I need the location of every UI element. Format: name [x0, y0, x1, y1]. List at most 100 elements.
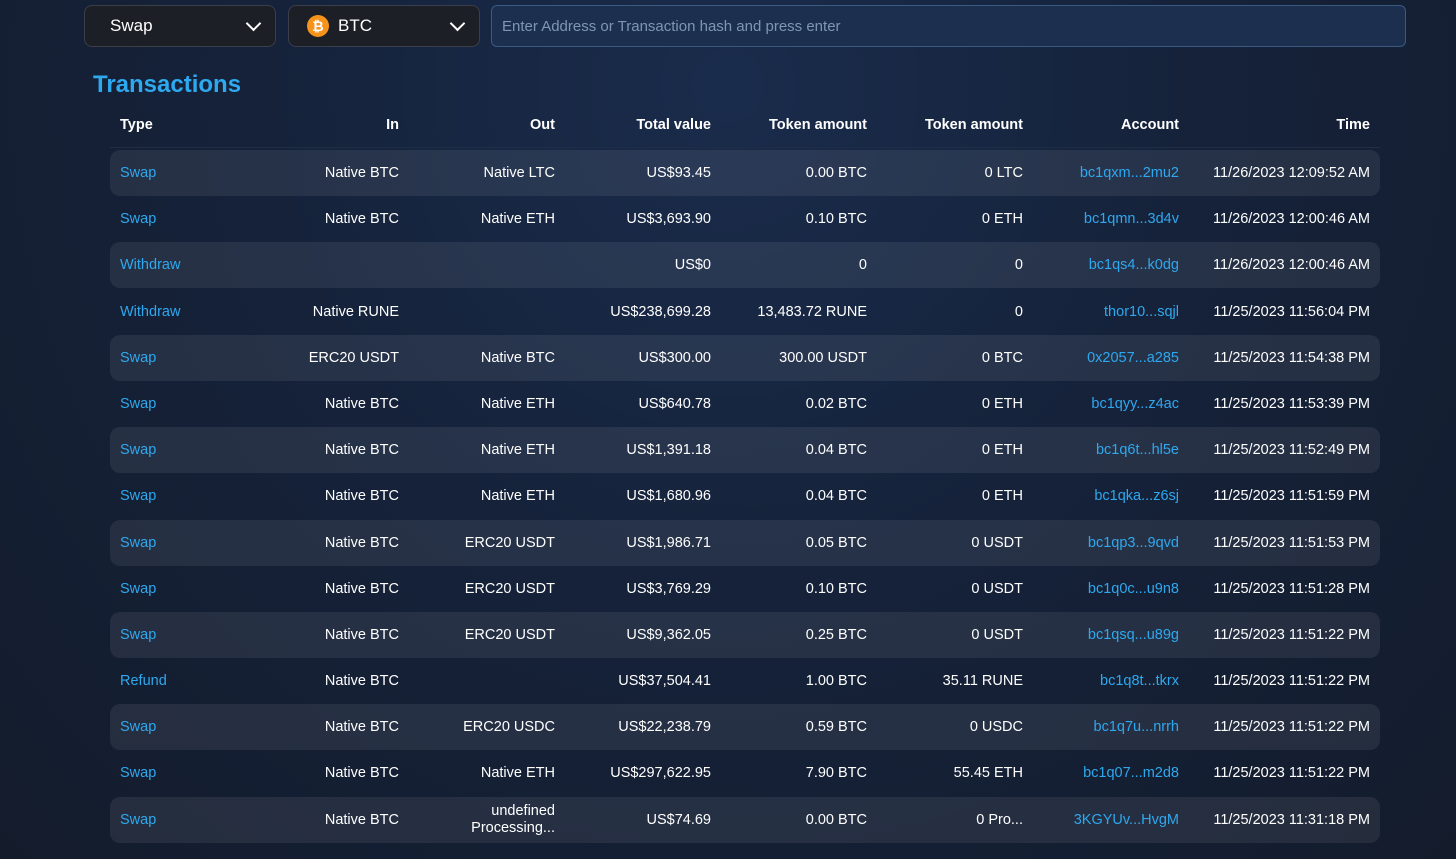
cell-total-value: US$1,680.96: [626, 488, 711, 505]
table-row: Withdraw Native RUNE US$238,699.28 13,483.7…: [110, 289, 1380, 335]
account-link[interactable]: bc1q8t...tkrx: [1100, 673, 1179, 690]
tx-type-link[interactable]: Swap: [120, 580, 157, 597]
account-link[interactable]: 3KGYUv...HvgM: [1073, 811, 1179, 828]
table-header: Type In Out Total value Token amount Tok…: [110, 103, 1380, 148]
cell-token-amount-out: 0 ETH: [981, 395, 1023, 412]
table-row: Swap Native BTC ERC20 USDC US$22,238.79 0.59…: [110, 704, 1380, 751]
cell-total-value: US$22,238.79: [618, 719, 711, 736]
cell-token-amount-in: 13,483.72 RUNE: [757, 303, 867, 320]
account-link[interactable]: bc1qka...z6sj: [1094, 488, 1179, 505]
search-input[interactable]: [491, 5, 1406, 47]
cell-in: Native BTC: [324, 626, 399, 643]
account-link[interactable]: bc1q07...m2d8: [1083, 765, 1179, 782]
tx-type-link[interactable]: Swap: [120, 765, 157, 782]
cell-out: Native ETH: [480, 211, 555, 228]
cell-in: Native BTC: [324, 395, 399, 412]
cell-in: Native BTC: [324, 811, 399, 828]
cell-total-value: US$3,693.90: [626, 211, 711, 228]
tx-type-link[interactable]: Swap: [120, 488, 157, 505]
tx-type-link[interactable]: Swap: [120, 211, 157, 228]
cell-total-value: US$1,986.71: [626, 534, 711, 551]
cell-token-amount-out: 0 BTC: [981, 349, 1023, 366]
header-account: Account: [1121, 117, 1179, 133]
bitcoin-icon: ₿: [307, 15, 329, 37]
account-link[interactable]: bc1qsq...u89g: [1087, 626, 1179, 643]
cell-token-amount-in: 300.00 USDT: [779, 349, 867, 366]
cell-total-value: US$9,362.05: [626, 626, 711, 643]
table-row: Swap Native BTC Native LTC US$93.45 0.00 BTC…: [110, 150, 1380, 196]
account-link[interactable]: bc1qs4...k0dg: [1088, 257, 1179, 274]
table-row: Swap Native BTC ERC20 USDT US$9,362.05 0.25 …: [110, 611, 1380, 658]
cell-token-amount-in: 0.02 BTC: [805, 395, 867, 412]
account-link[interactable]: bc1qp3...9qvd: [1087, 534, 1179, 551]
cell-time: 11/26/2023 12:00:46 AM: [1213, 257, 1370, 274]
tx-type-link[interactable]: Swap: [120, 626, 157, 643]
account-link[interactable]: bc1qyy...z4ac: [1091, 395, 1179, 412]
cell-total-value: US$640.78: [638, 395, 711, 412]
cell-token-amount-in: 0.05 BTC: [805, 534, 867, 551]
tx-type-link[interactable]: Swap: [120, 534, 157, 551]
account-link[interactable]: bc1q0c...u9n8: [1087, 580, 1179, 597]
cell-time: 11/25/2023 11:56:04 PM: [1213, 303, 1370, 320]
cell-token-amount-out: 55.45 ETH: [953, 765, 1023, 782]
table-row: Swap Native BTC Native ETH US$640.78 0.02 BT…: [110, 381, 1380, 427]
cell-token-amount-in: 0.10 BTC: [805, 580, 867, 597]
header-time: Time: [1336, 117, 1370, 133]
tx-type-link[interactable]: Swap: [120, 719, 157, 736]
table-row: Withdraw US$0 0 0 bc1qs4...k0dg 11/26/2023 12…: [110, 242, 1380, 289]
account-link[interactable]: 0x2057...a285: [1087, 349, 1179, 366]
cell-token-amount-out: 0 ETH: [981, 211, 1023, 228]
tx-type-link[interactable]: Swap: [120, 349, 157, 366]
account-link[interactable]: bc1q6t...hl5e: [1095, 442, 1179, 459]
cell-in: Native RUNE: [312, 303, 399, 320]
cell-token-amount-out: 0 USDT: [971, 626, 1023, 643]
cell-token-amount-in: 0.25 BTC: [805, 626, 867, 643]
cell-in: Native BTC: [324, 488, 399, 505]
cell-out: Native ETH: [480, 488, 555, 505]
cell-out: Native LTC: [483, 165, 555, 181]
cell-time: 11/25/2023 11:51:22 PM: [1213, 626, 1370, 643]
header-in: In: [386, 117, 399, 133]
cell-token-amount-in: 0.00 BTC: [805, 811, 867, 828]
account-link[interactable]: bc1q7u...nrrh: [1093, 719, 1179, 736]
cell-total-value: US$300.00: [638, 349, 711, 366]
cell-token-amount-in: 0.04 BTC: [805, 442, 867, 459]
table-row: Swap Native BTC undefined Processing... US$…: [110, 796, 1380, 843]
cell-in: Native BTC: [324, 673, 399, 690]
tx-type-link[interactable]: Withdraw: [120, 303, 181, 320]
cell-total-value: US$297,622.95: [610, 765, 711, 782]
tx-type-link[interactable]: Swap: [120, 442, 157, 459]
cell-time: 11/25/2023 11:51:22 PM: [1213, 719, 1370, 736]
asset-select[interactable]: ₿ BTC: [288, 5, 480, 47]
tx-type-link[interactable]: Withdraw: [120, 257, 181, 274]
cell-total-value: US$238,699.28: [610, 303, 711, 320]
cell-token-amount-out: 0 ETH: [981, 488, 1023, 505]
cell-in: ERC20 USDT: [308, 349, 399, 366]
cell-token-amount-out: 0 ETH: [981, 442, 1023, 459]
header-total-value: Total value: [636, 117, 711, 133]
cell-out: ERC20 USDT: [464, 626, 555, 643]
tx-type-link[interactable]: Swap: [120, 811, 157, 828]
cell-time: 11/25/2023 11:53:39 PM: [1213, 395, 1370, 412]
account-link[interactable]: bc1qmn...3d4v: [1083, 211, 1179, 228]
cell-out: Native ETH: [480, 765, 555, 782]
cell-in: Native BTC: [324, 534, 399, 551]
cell-out: undefined Processing...: [471, 802, 555, 836]
transactions-table: Type In Out Total value Token amount Tok…: [110, 103, 1380, 843]
tx-type-link[interactable]: Refund: [120, 673, 167, 690]
tx-type-link[interactable]: Swap: [120, 165, 157, 181]
cell-in: Native BTC: [324, 165, 399, 181]
cell-out: ERC20 USDT: [464, 580, 555, 597]
type-select[interactable]: Swap: [84, 5, 276, 47]
table-row: Swap ERC20 USDT Native BTC US$300.00 300.00 …: [110, 334, 1380, 381]
tx-type-link[interactable]: Swap: [120, 395, 157, 412]
account-link[interactable]: bc1qxm...2mu2: [1079, 165, 1179, 181]
cell-token-amount-in: 0.59 BTC: [805, 719, 867, 736]
chevron-down-icon: [245, 15, 262, 32]
table-row: Swap Native BTC ERC20 USDT US$1,986.71 0.05 …: [110, 519, 1380, 566]
cell-token-amount-out: 0 Pro...: [976, 811, 1023, 828]
cell-time: 11/25/2023 11:51:22 PM: [1213, 765, 1370, 782]
account-link[interactable]: thor10...sqjl: [1104, 303, 1179, 320]
cell-in: Native BTC: [324, 442, 399, 459]
cell-token-amount-in: 0: [858, 257, 867, 274]
